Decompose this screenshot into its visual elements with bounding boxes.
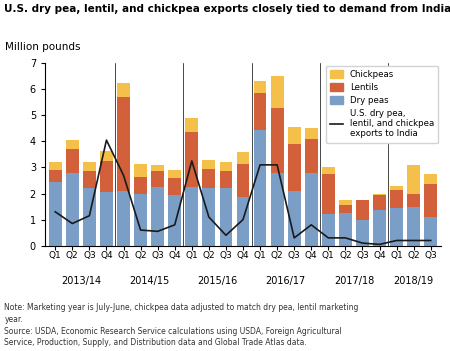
Bar	[168, 195, 181, 246]
Bar	[322, 174, 335, 214]
Bar	[237, 164, 249, 198]
Bar	[305, 128, 318, 139]
Bar	[66, 140, 79, 149]
Bar	[339, 213, 352, 246]
Bar	[356, 220, 369, 246]
Bar	[407, 193, 420, 207]
Bar	[288, 127, 301, 144]
Bar	[254, 81, 266, 93]
Bar	[100, 192, 113, 246]
Bar	[237, 198, 249, 246]
Text: 2014/15: 2014/15	[129, 276, 169, 286]
Bar	[220, 188, 232, 246]
Bar	[202, 169, 215, 188]
Bar	[254, 130, 266, 246]
Bar	[202, 188, 215, 246]
Bar	[339, 205, 352, 213]
Bar	[100, 151, 113, 161]
Bar	[185, 132, 198, 187]
Bar	[271, 173, 284, 246]
Bar	[151, 171, 164, 187]
Bar	[220, 162, 232, 171]
Text: 2013/14: 2013/14	[61, 276, 101, 286]
Bar	[390, 190, 403, 208]
Bar	[390, 208, 403, 246]
Bar	[83, 188, 96, 246]
Bar	[100, 161, 113, 192]
Text: Million pounds: Million pounds	[5, 42, 81, 52]
Bar	[66, 173, 79, 246]
Bar	[322, 214, 335, 246]
Bar	[288, 144, 301, 191]
Text: 2018/19: 2018/19	[394, 276, 434, 286]
Bar	[83, 162, 96, 171]
Bar	[254, 93, 266, 130]
Text: 2016/17: 2016/17	[266, 276, 306, 286]
Bar	[117, 191, 130, 246]
Bar	[117, 83, 130, 97]
Bar	[305, 173, 318, 246]
Bar	[83, 171, 96, 188]
Bar	[424, 184, 437, 217]
Bar	[49, 170, 62, 182]
Bar	[49, 162, 62, 170]
Bar	[220, 171, 232, 188]
Bar	[151, 165, 164, 171]
Bar	[49, 182, 62, 246]
Bar	[424, 217, 437, 246]
Text: Note: Marketing year is July-June, chickpea data adjusted to match dry pea, lent: Note: Marketing year is July-June, chick…	[4, 303, 359, 347]
Text: 2017/18: 2017/18	[334, 276, 374, 286]
Legend: Chickpeas, Lentils, Dry peas, U.S. dry pea,
lentil, and chickpea
exports to Indi: Chickpeas, Lentils, Dry peas, U.S. dry p…	[326, 66, 438, 143]
Bar	[117, 97, 130, 191]
Bar	[390, 186, 403, 190]
Bar	[185, 118, 198, 132]
Bar	[373, 195, 386, 211]
Bar	[202, 160, 215, 169]
Bar	[185, 187, 198, 246]
Bar	[237, 152, 249, 164]
Bar	[305, 139, 318, 173]
Bar	[424, 174, 437, 184]
Bar	[271, 76, 284, 107]
Bar	[407, 207, 420, 246]
Bar	[168, 170, 181, 178]
Bar	[373, 211, 386, 246]
Bar	[66, 149, 79, 173]
Bar	[271, 107, 284, 173]
Bar	[373, 193, 386, 195]
Bar	[168, 178, 181, 195]
Bar	[134, 164, 147, 177]
Text: 2015/16: 2015/16	[197, 276, 238, 286]
Bar	[339, 200, 352, 205]
Bar	[288, 191, 301, 246]
Bar	[134, 177, 147, 193]
Bar	[356, 200, 369, 220]
Bar	[134, 193, 147, 246]
Text: U.S. dry pea, lentil, and chickpea exports closely tied to demand from India: U.S. dry pea, lentil, and chickpea expor…	[4, 4, 450, 13]
Bar	[322, 167, 335, 174]
Bar	[407, 165, 420, 193]
Bar	[151, 187, 164, 246]
